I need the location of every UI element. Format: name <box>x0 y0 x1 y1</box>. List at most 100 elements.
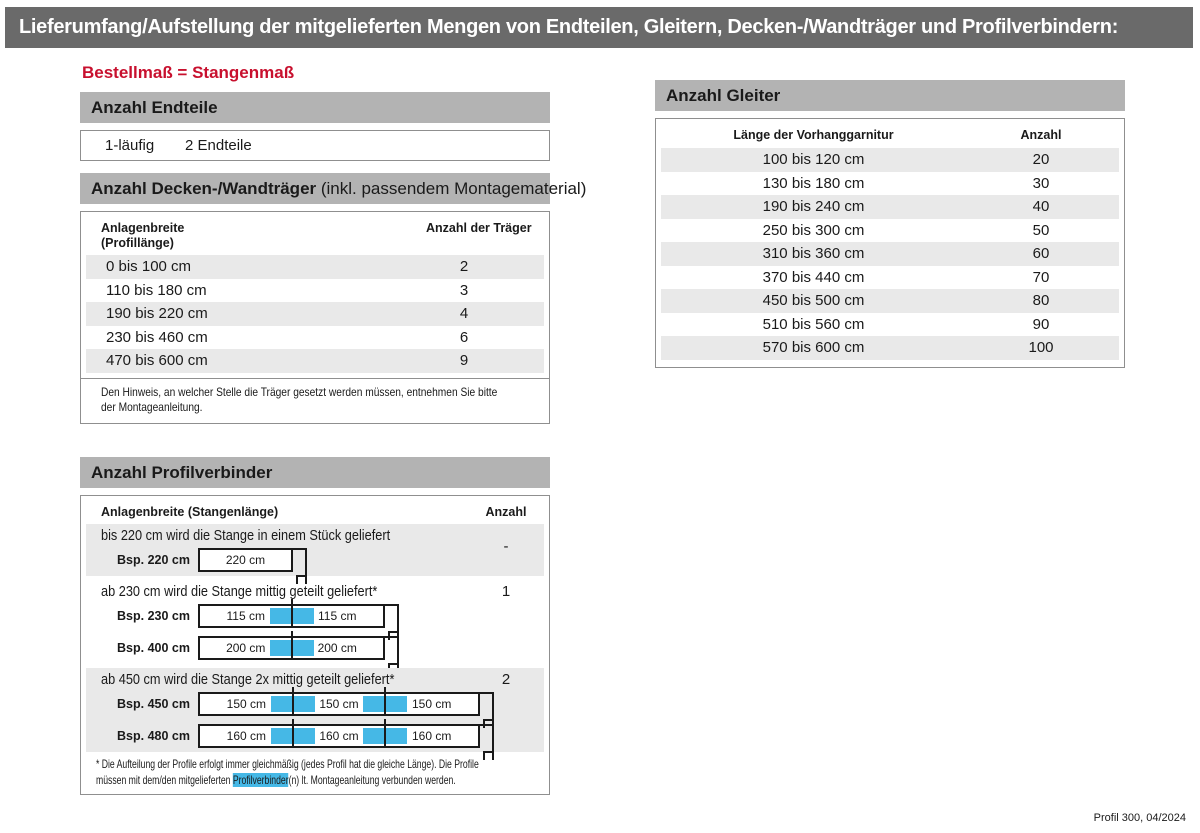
traeger-rows: 0 bis 100 cm 2 110 bis 180 cm 3 190 bis 220 … <box>86 255 544 373</box>
traeger-col1-header-line1: Anlagenbreite <box>101 221 185 235</box>
rod-segment-length: 220 cm <box>225 553 266 567</box>
table-row: 190 bis 240 cm 40 <box>661 195 1119 219</box>
endteile-type: 1-läufig <box>105 137 155 154</box>
rod-example-label: Bsp. 480 cm <box>117 729 190 743</box>
rod-bar: 160 cm 160 cm 160 cm <box>198 719 480 748</box>
rod-end-bracket-icon <box>384 604 399 640</box>
pv-description: ab 450 cm wird die Stange 2x mittig gete… <box>101 671 395 688</box>
table-row: 190 bis 220 cm 4 <box>86 302 544 326</box>
section-header-traeger: Anzahl Decken-/Wandträger (inkl. passend… <box>80 173 586 204</box>
table-cell: 510 bis 560 cm <box>762 315 865 333</box>
traeger-note: Den Hinweis, an welcher Stelle die Träge… <box>101 385 567 415</box>
rod-end-bracket-icon <box>384 636 399 672</box>
table-row: 570 bis 600 cm 100 <box>661 336 1119 360</box>
table-cell: 130 bis 180 cm <box>762 174 865 192</box>
table-cell: 450 bis 500 cm <box>762 292 865 310</box>
table-row: 510 bis 560 cm 90 <box>661 313 1119 337</box>
pv-row-bis-220: bis 220 cm wird die Stange in einem Stüc… <box>86 524 544 584</box>
section-title-normal: (inkl. passendem Montagematerial) <box>316 179 587 198</box>
table-row: 250 bis 300 cm 50 <box>661 219 1119 243</box>
table-row: 0 bis 100 cm 2 <box>86 255 544 279</box>
rod-split-line <box>290 631 293 658</box>
rod-bar: 150 cm 150 cm 150 cm <box>198 687 480 716</box>
table-cell: 110 bis 180 cm <box>106 281 207 299</box>
table-cell: 100 <box>1028 339 1054 357</box>
rod-segment-length: 200 cm <box>226 641 266 655</box>
pv-footnote-line2: müssen mit dem/den mitgelieferten Profil… <box>96 772 456 788</box>
table-cell: 6 <box>459 328 469 346</box>
profilverbinder-table: Anlagenbreite (Stangenlänge) Anzahl bis … <box>80 495 550 795</box>
table-cell: 20 <box>1032 151 1050 169</box>
rod-segment-length: 150 cm <box>226 697 267 711</box>
table-row: 100 bis 120 cm 20 <box>661 148 1119 172</box>
table-cell: 50 <box>1032 221 1050 239</box>
table-cell: 250 bis 300 cm <box>762 221 865 239</box>
table-cell: 70 <box>1032 268 1050 286</box>
section-header-endteile: Anzahl Endteile <box>80 92 550 123</box>
table-cell: 30 <box>1032 174 1050 192</box>
rod-split-line <box>384 687 387 714</box>
rod-segment-length: 160 cm <box>412 729 452 743</box>
section-header-profilverbinder: Anzahl Profilverbinder <box>80 457 550 488</box>
table-row: 110 bis 180 cm 3 <box>86 279 544 303</box>
pv-count: 2 <box>501 671 511 688</box>
traeger-col1-header-line2: (Profillänge) <box>101 236 174 250</box>
table-cell: 90 <box>1032 315 1050 333</box>
rod-example-label: Bsp. 400 cm <box>117 641 190 655</box>
section-header-gleiter: Anzahl Gleiter <box>655 80 1125 111</box>
gleiter-table: Länge der Vorhanggarnitur Anzahl 100 bis… <box>655 118 1125 368</box>
table-row: 370 bis 440 cm 70 <box>661 266 1119 290</box>
table-cell: 9 <box>459 352 469 370</box>
rod-end-bracket-icon <box>292 548 307 584</box>
rod-segment-length: 115 cm <box>318 609 357 623</box>
pv-footnote-highlight: Profilverbinder <box>232 773 289 787</box>
rod-split-line <box>290 599 293 626</box>
table-cell: 370 bis 440 cm <box>762 268 865 286</box>
table-cell: 80 <box>1032 292 1050 310</box>
rod-end-bracket-icon <box>479 692 494 728</box>
gleiter-col2-header: Anzahl <box>1020 128 1062 142</box>
table-row: 230 bis 460 cm 6 <box>86 326 544 350</box>
rod-split-line <box>291 687 294 714</box>
document-version: Profil 300, 04/2024 <box>1093 812 1186 824</box>
rod-example-label: Bsp. 220 cm <box>117 553 190 567</box>
pv-row-ab-230: ab 230 cm wird die Stange mittig geteilt… <box>86 580 544 672</box>
pv-footnote-line1: * Die Aufteilung der Profile erfolgt imm… <box>96 757 479 771</box>
table-cell: 0 bis 100 cm <box>106 258 192 276</box>
rod-segment-length: 200 cm <box>317 641 357 655</box>
pv-description: bis 220 cm wird die Stange in einem Stüc… <box>101 527 391 544</box>
rod-example-label: Bsp. 450 cm <box>117 697 190 711</box>
table-cell: 310 bis 360 cm <box>762 245 865 263</box>
pv-description: ab 230 cm wird die Stange mittig geteilt… <box>101 583 378 600</box>
table-cell: 4 <box>459 305 469 323</box>
rod-bar: 200 cm 200 cm <box>198 631 385 660</box>
endteile-count: 2 Endteile <box>185 137 252 154</box>
table-row: 130 bis 180 cm 30 <box>661 172 1119 196</box>
traeger-table: Anlagenbreite (Profillänge) Anzahl der T… <box>80 211 550 424</box>
table-cell: 3 <box>459 281 469 299</box>
rod-bar: 115 cm 115 cm <box>198 599 385 628</box>
table-row: 310 bis 360 cm 60 <box>661 242 1119 266</box>
rod-split-line <box>291 719 294 746</box>
pv-col2-header: Anzahl <box>485 505 527 519</box>
traeger-col2-header: Anzahl der Träger <box>426 221 532 235</box>
pv-row-ab-450: ab 450 cm wird die Stange 2x mittig gete… <box>86 668 544 760</box>
rod-diagram: Bsp. 400 cm 200 cm 200 cm <box>86 631 544 672</box>
divider <box>81 378 549 379</box>
rod-segment-length: 160 cm <box>226 729 267 743</box>
table-cell: 190 bis 220 cm <box>106 305 208 323</box>
rod-bar: 220 cm <box>198 548 293 572</box>
table-row: 450 bis 500 cm 80 <box>661 289 1119 313</box>
order-size-note: Bestellmaß = Stangenmaß <box>82 63 295 82</box>
table-cell: 100 bis 120 cm <box>762 151 865 169</box>
rod-example-label: Bsp. 230 cm <box>117 609 190 623</box>
table-cell: 570 bis 600 cm <box>762 339 865 357</box>
table-cell: 60 <box>1032 245 1050 263</box>
table-cell: 470 bis 600 cm <box>106 352 208 370</box>
traeger-note-line2: der Montageanleitung. <box>101 400 203 414</box>
table-row: 470 bis 600 cm 9 <box>86 349 544 373</box>
pv-footnote-text: (n) lt. Montageanleitung verbunden werde… <box>288 773 456 787</box>
rod-diagram: Bsp. 450 cm 150 cm 150 cm 150 cm <box>86 687 544 728</box>
pv-col1-header: Anlagenbreite (Stangenlänge) <box>101 505 279 519</box>
rod-split-line <box>384 719 387 746</box>
